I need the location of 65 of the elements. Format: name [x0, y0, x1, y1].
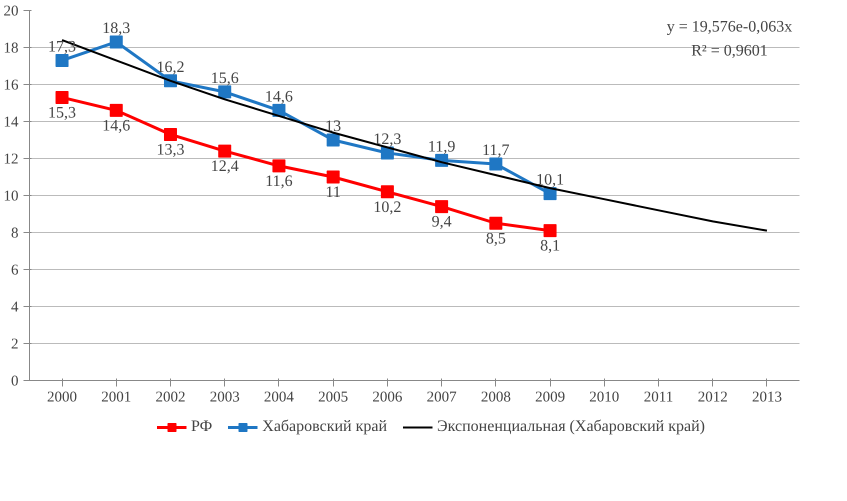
annotation: y = 19,576e-0,063x [666, 18, 792, 36]
y-tick-label: 12 [4, 152, 18, 168]
data-label: 17,3 [48, 38, 76, 56]
x-tick-label: 2000 [47, 390, 78, 406]
data-label: 16,2 [156, 58, 184, 76]
data-label: 15,3 [48, 104, 76, 122]
point [218, 85, 232, 98]
point [544, 224, 557, 238]
data-label: 13,3 [156, 141, 184, 158]
point [56, 54, 69, 67]
x-tick-label: 2010 [589, 390, 620, 406]
point [326, 170, 340, 184]
data-label: 11,7 [482, 142, 510, 160]
data-label: 11 [325, 184, 341, 201]
point [110, 104, 123, 117]
x-tick-label: 2009 [535, 390, 566, 406]
x-tick-label: 2011 [644, 390, 674, 406]
point [489, 158, 502, 171]
data-label: 10,1 [536, 172, 564, 189]
x-tick-label: 2012 [698, 390, 728, 406]
data-label: 18,3 [102, 20, 130, 37]
data-label: 14,6 [102, 117, 130, 134]
y-tick-label: 10 [4, 188, 18, 204]
data-label: 9,4 [432, 214, 452, 231]
x-tick-label: 2002 [155, 390, 186, 406]
data-label: 13 [325, 118, 342, 135]
y-tick-label: 6 [11, 262, 19, 278]
y-tick-label: 8 [11, 226, 18, 242]
x-tick-label: 2004 [264, 390, 294, 406]
x-tick-label: 2003 [210, 390, 240, 406]
point [110, 35, 123, 48]
y-tick-label: 20 [4, 4, 18, 20]
data-label: 11,6 [265, 172, 293, 190]
x-tick-label: 2005 [318, 390, 348, 406]
data-label: 15,6 [210, 70, 239, 87]
y-tick-label: 2 [11, 336, 18, 352]
point [164, 128, 177, 141]
x-tick-label: 2001 [101, 390, 132, 406]
annotation: R² = 0,9601 [691, 42, 768, 60]
point [56, 90, 69, 104]
data-label: 8,1 [540, 238, 560, 255]
legend-label: Хабаровский край [262, 418, 388, 436]
data-label: 10,2 [373, 198, 402, 216]
point [489, 216, 502, 230]
y-tick-label: 4 [11, 300, 19, 316]
y-tick-label: 0 [11, 374, 18, 390]
data-label: 8,5 [486, 230, 506, 248]
y-tick-label: 18 [4, 40, 18, 56]
point [380, 185, 394, 198]
y-tick-label: 14 [4, 114, 19, 130]
legend-label: Экспоненциальная (Хабаровский край) [437, 418, 706, 436]
point [326, 134, 340, 146]
x-tick-label: 2006 [372, 390, 403, 406]
x-tick-label: 2013 [752, 390, 782, 406]
point [218, 144, 232, 158]
point [435, 200, 448, 214]
data-label: 11,9 [428, 138, 456, 156]
data-label: 12,4 [210, 158, 239, 176]
y-tick-label: 16 [4, 78, 19, 94]
legend-label: РФ [190, 418, 212, 436]
x-tick-label: 2008 [480, 390, 511, 406]
x-tick-label: 2007 [426, 390, 458, 406]
point [272, 159, 286, 172]
data-label: 12,3 [373, 130, 402, 148]
data-label: 14,6 [264, 88, 293, 106]
